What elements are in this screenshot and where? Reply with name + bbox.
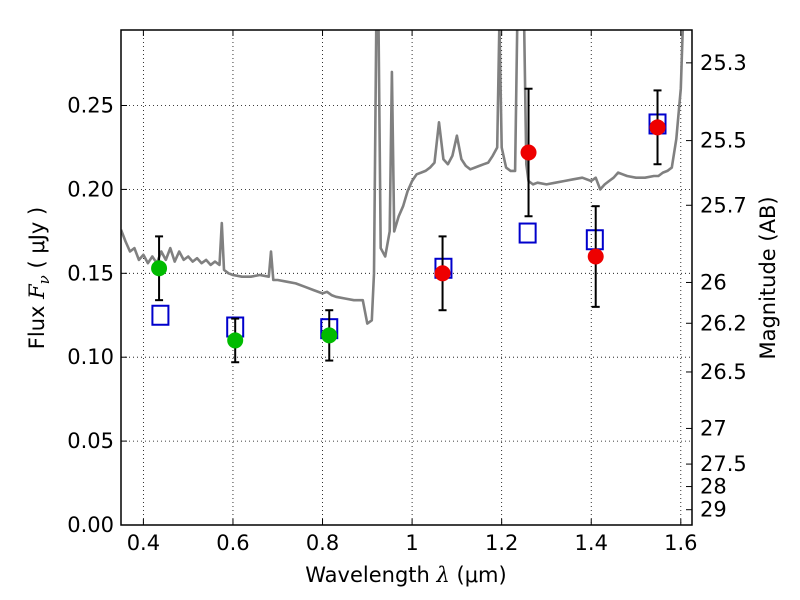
y2-tick-label: 26.5 xyxy=(700,360,747,384)
y2-tick-label: 27.5 xyxy=(700,452,747,476)
y-tick-label: 0.05 xyxy=(67,429,114,453)
observed-flux-point xyxy=(520,144,537,161)
y2-tick-label: 26.2 xyxy=(700,311,747,335)
x-tick-label: 0.8 xyxy=(306,531,339,555)
x-tick-label: 1.2 xyxy=(485,531,518,555)
observed-flux-point xyxy=(227,332,244,349)
y-tick-label: 0.20 xyxy=(67,177,114,201)
x-tick-label: 0.4 xyxy=(127,531,160,555)
x-axis-label: Wavelength λ (μm) xyxy=(305,563,506,587)
observed-flux-point xyxy=(587,248,604,265)
y2-tick-label: 27 xyxy=(700,416,727,440)
plot-frame xyxy=(120,29,693,526)
y-tick-label: 0.25 xyxy=(67,94,114,118)
y2-tick-label: 26 xyxy=(700,270,727,294)
plot-series xyxy=(121,30,685,364)
model-spectrum-line xyxy=(121,30,685,325)
y-tick-label: 0.15 xyxy=(67,261,114,285)
y2-tick-label: 28 xyxy=(700,475,727,499)
observed-flux-point xyxy=(434,265,451,282)
grid-lines xyxy=(121,30,692,526)
model-photometry-square xyxy=(518,222,537,244)
x-tick-label: 1.4 xyxy=(575,531,608,555)
model-photometry-square xyxy=(151,304,170,326)
observed-flux-point xyxy=(321,327,338,344)
y-axis-label: Flux Fν ( μJy ) xyxy=(25,207,53,349)
y2-tick-label: 25.7 xyxy=(700,193,747,217)
x-tick-label: 1 xyxy=(405,531,418,555)
observed-flux-point xyxy=(649,119,666,136)
y2-tick-label: 25.5 xyxy=(700,129,747,153)
y2-axis-label: Magnitude (AB) xyxy=(756,196,780,359)
observed-flux-point xyxy=(151,260,168,277)
y-tick-label: 0.10 xyxy=(67,345,114,369)
y2-tick-label: 29 xyxy=(700,498,727,522)
y2-tick-label: 25.3 xyxy=(700,51,747,75)
y-tick-label: 0.00 xyxy=(67,513,114,537)
x-tick-label: 0.6 xyxy=(216,531,249,555)
axis-ticks: 0.4 0.6 0.8 1 1.2 1.4 1.6 0.00 0.05 0.10 0.15 0.20 0… xyxy=(67,30,747,555)
x-tick-label: 1.6 xyxy=(664,531,697,555)
